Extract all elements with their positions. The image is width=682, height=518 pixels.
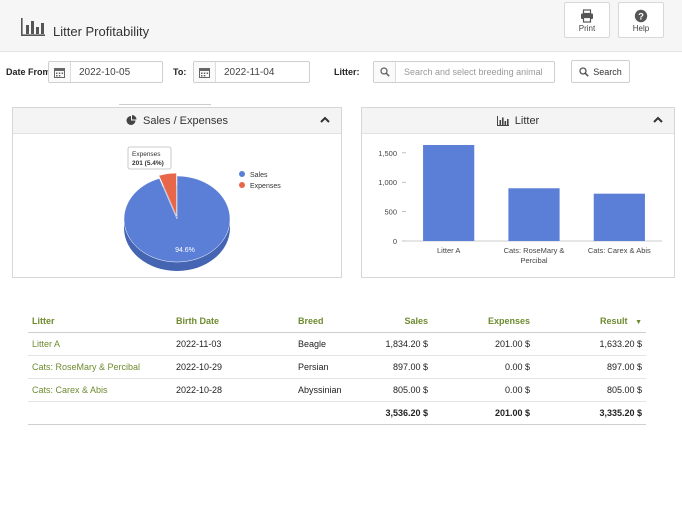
printer-icon xyxy=(581,9,593,23)
litter-panel-title: Litter xyxy=(514,114,540,127)
print-button[interactable]: Print xyxy=(564,2,610,38)
legend-sales-marker xyxy=(239,171,245,177)
pie-legend: Sales Expenses xyxy=(239,171,281,190)
column-header-result[interactable]: Result ▼ xyxy=(534,311,646,333)
birth-date-cell: 2022-10-28 xyxy=(172,378,294,402)
sales-expenses-panel-header: Sales / Expenses xyxy=(13,108,341,134)
total-result: 3,335.20 $ xyxy=(534,401,646,425)
svg-text:?: ? xyxy=(638,11,644,22)
litter-link[interactable]: Litter A xyxy=(28,332,172,356)
pie-chart-icon xyxy=(126,115,137,125)
litter-search-field[interactable] xyxy=(373,61,555,83)
column-header-result-label: Result xyxy=(600,316,628,327)
sort-desc-icon: ▼ xyxy=(635,319,642,327)
table-header-row: Litter Birth Date Breed Sales Expenses R… xyxy=(28,311,646,333)
date-from-label: Date From: xyxy=(6,67,54,77)
question-circle-icon: ? xyxy=(634,9,648,22)
y-tick-label: 500 xyxy=(384,208,397,217)
bar[interactable] xyxy=(423,144,475,241)
table-row: Cats: Carex & Abis 2022-10-28 Abyssinian… xyxy=(28,378,646,402)
bar[interactable] xyxy=(508,188,560,241)
bar-chart-icon xyxy=(496,115,509,126)
sales-expenses-panel: Sales / Expenses 94.6% Sales Expenses Ex… xyxy=(12,107,342,278)
bar-chart-icon xyxy=(21,18,45,36)
table-row: Cats: RoseMary & Percibal 2022-10-29 Per… xyxy=(28,355,646,379)
x-category-label: Cats: RoseMary & xyxy=(504,246,565,255)
x-category-label: Litter A xyxy=(437,246,460,255)
litter-panel-header: Litter xyxy=(362,108,674,134)
chevron-up-icon[interactable] xyxy=(652,114,664,126)
tooltip-title: Expenses xyxy=(132,151,161,158)
birth-date-cell: 2022-10-29 xyxy=(172,355,294,379)
help-button[interactable]: ? Help xyxy=(618,2,664,38)
expenses-cell: 201.00 $ xyxy=(432,332,534,356)
top-bar: Litter Profitability Print ? Help xyxy=(0,0,682,52)
date-from-field[interactable]: 2022-10-05 xyxy=(48,61,163,83)
column-header-litter[interactable]: Litter xyxy=(28,311,172,333)
column-header-sales[interactable]: Sales xyxy=(360,311,432,333)
divider xyxy=(119,104,211,108)
sales-cell: 1,834.20 $ xyxy=(360,332,432,356)
breed-cell: Persian xyxy=(294,355,360,379)
result-cell: 897.00 $ xyxy=(534,355,646,379)
result-cell: 1,633.20 $ xyxy=(534,332,646,356)
profitability-table: Litter Birth Date Breed Sales Expenses R… xyxy=(28,311,646,425)
search-icon xyxy=(374,62,396,82)
pie-data-label-sales: 94.6% xyxy=(175,247,195,254)
y-tick-label: 1,000 xyxy=(378,178,397,187)
y-tick-label: 1,500 xyxy=(378,149,397,158)
calendar-icon[interactable] xyxy=(194,62,216,82)
litter-link[interactable]: Cats: Carex & Abis xyxy=(28,378,172,402)
date-from-value: 2022-10-05 xyxy=(79,66,131,78)
breed-cell: Beagle xyxy=(294,332,360,356)
legend-expenses-label: Expenses xyxy=(250,183,281,190)
expenses-cell: 0.00 $ xyxy=(432,378,534,402)
breed-cell: Abyssinian xyxy=(294,378,360,402)
search-button[interactable]: Search xyxy=(571,60,630,83)
y-tick-label: 0 xyxy=(393,237,397,246)
help-label: Help xyxy=(632,24,650,33)
tooltip-value: 201 (5.4%) xyxy=(132,160,164,167)
search-icon xyxy=(579,66,589,77)
legend-expenses-marker xyxy=(239,182,245,188)
expenses-cell: 0.00 $ xyxy=(432,355,534,379)
table-row: Litter A 2022-11-03 Beagle 1,834.20 $ 20… xyxy=(28,332,646,356)
sales-cell: 805.00 $ xyxy=(360,378,432,402)
pie-tooltip: Expenses 201 (5.4%) xyxy=(127,146,172,170)
column-header-birth-date[interactable]: Birth Date xyxy=(172,311,294,333)
date-to-field[interactable]: 2022-11-04 xyxy=(193,61,310,83)
date-to-value: 2022-11-04 xyxy=(224,66,275,78)
x-category-label: Cats: Carex & Abis xyxy=(588,246,651,255)
print-label: Print xyxy=(578,24,596,33)
litter-bar-chart: 0 500 1,000 1,500 Litter A Cats: RoseMary &Pe… xyxy=(378,144,662,265)
pie-slice-expenses[interactable] xyxy=(158,172,177,217)
search-button-label: Search xyxy=(593,66,622,77)
litter-label: Litter: xyxy=(334,67,360,77)
total-sales: 3,536.20 $ xyxy=(360,401,432,425)
sales-expenses-title: Sales / Expenses xyxy=(143,114,228,127)
totals-row: 3,536.20 $ 201.00 $ 3,335.20 $ xyxy=(28,401,646,425)
column-header-expenses[interactable]: Expenses xyxy=(432,311,534,333)
chevron-up-icon[interactable] xyxy=(319,114,331,126)
page-title: Litter Profitability xyxy=(53,24,150,39)
birth-date-cell: 2022-11-03 xyxy=(172,332,294,356)
legend-sales-label: Sales xyxy=(250,172,268,179)
litter-search-input[interactable] xyxy=(396,67,551,77)
result-cell: 805.00 $ xyxy=(534,378,646,402)
x-category-label: Percibal xyxy=(520,256,547,265)
date-to-label: To: xyxy=(173,67,187,77)
bar[interactable] xyxy=(593,193,645,241)
litter-panel: Litter 0 500 1,000 1,500 Litter A Cats: RoseM… xyxy=(361,107,675,278)
column-header-breed[interactable]: Breed xyxy=(294,311,360,333)
calendar-icon[interactable] xyxy=(49,62,71,82)
litter-link[interactable]: Cats: RoseMary & Percibal xyxy=(28,355,172,379)
pie-slice-sales[interactable] xyxy=(123,175,231,263)
total-expenses: 201.00 $ xyxy=(432,401,534,425)
sales-cell: 897.00 $ xyxy=(360,355,432,379)
sales-expenses-pie-chart: 94.6% Sales Expenses Expenses 201 (5.4%) xyxy=(123,146,281,271)
